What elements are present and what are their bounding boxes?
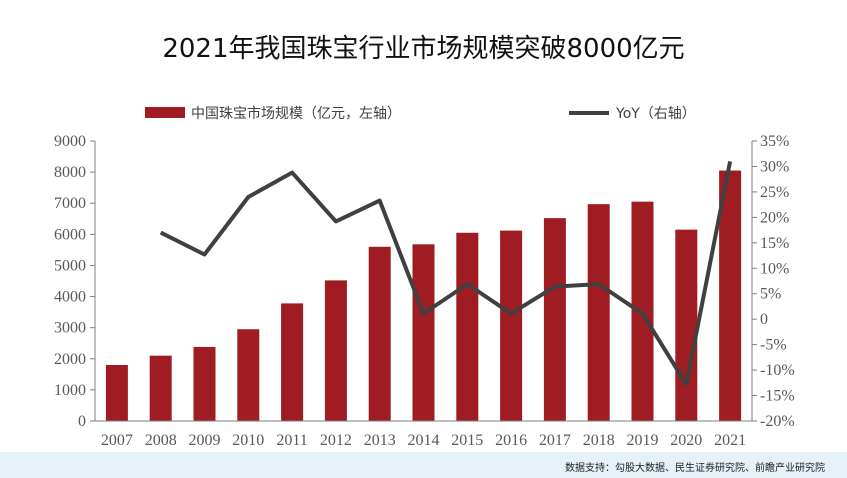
right-tick-label: -20% xyxy=(760,413,795,430)
legend-label-line: YoY（右轴） xyxy=(615,106,696,122)
x-tick-label: 2009 xyxy=(189,432,221,449)
left-tick-label: 9000 xyxy=(54,133,86,150)
x-tick-label: 2014 xyxy=(408,432,440,449)
bar xyxy=(412,244,435,421)
axis-lines xyxy=(94,141,753,422)
chart-title: 2021年我国珠宝行业市场规模突破8000亿元 xyxy=(162,34,685,64)
x-tick-label: 2007 xyxy=(101,432,133,449)
x-tick-label: 2021 xyxy=(714,432,746,449)
footer-band xyxy=(0,452,847,478)
legend: 中国珠宝市场规模（亿元，左轴） YoY（右轴） xyxy=(145,105,696,122)
bar xyxy=(193,346,216,421)
x-tick-label: 2018 xyxy=(583,432,615,449)
left-tick-label: 7000 xyxy=(54,195,86,212)
bar-series xyxy=(105,170,742,421)
bar xyxy=(281,303,304,421)
right-axis: -20% -15% -10% -5% 0 5% 10% 15% 20% 25% 30% 35% xyxy=(752,133,795,430)
left-tick-label: 2000 xyxy=(54,351,86,368)
left-tick-label: 0 xyxy=(78,413,86,430)
x-tick-label: 2012 xyxy=(320,432,352,449)
legend-swatch-bar xyxy=(145,107,185,118)
bar xyxy=(675,229,698,421)
x-tick-label: 2020 xyxy=(670,432,702,449)
x-tick-label: 2017 xyxy=(539,432,571,449)
x-tick-label: 2010 xyxy=(232,432,264,449)
bar xyxy=(149,355,172,421)
right-tick-label: 15% xyxy=(760,235,789,252)
left-axis: 0 1000 2000 3000 4000 5000 6000 7000 8000 9000 xyxy=(54,133,95,430)
right-tick-label: 20% xyxy=(760,209,789,226)
line-series xyxy=(159,161,733,387)
x-tick-label: 2008 xyxy=(145,432,177,449)
bar xyxy=(324,280,347,421)
x-tick-label: 2015 xyxy=(451,432,483,449)
right-tick-label: -5% xyxy=(760,337,787,354)
left-tick-label: 6000 xyxy=(54,226,86,243)
left-tick-label: 8000 xyxy=(54,164,86,181)
x-tick-label: 2013 xyxy=(364,432,396,449)
bar xyxy=(543,218,566,421)
x-tick-label: 2011 xyxy=(276,432,307,449)
right-tick-label: 30% xyxy=(760,158,789,175)
right-tick-label: 10% xyxy=(760,260,789,277)
right-tick-label: 0 xyxy=(760,311,768,328)
left-tick-label: 4000 xyxy=(54,289,86,306)
bar xyxy=(587,204,610,421)
left-tick-label: 3000 xyxy=(54,320,86,337)
yoy-line xyxy=(159,161,733,387)
right-tick-label: -10% xyxy=(760,362,795,379)
bar xyxy=(368,246,391,421)
right-tick-label: -15% xyxy=(760,388,795,405)
bar xyxy=(719,170,742,421)
bar xyxy=(456,232,479,421)
right-tick-label: 35% xyxy=(760,133,789,150)
left-tick-label: 1000 xyxy=(54,382,86,399)
x-axis: 2007 2008 2009 2010 2011 2012 2013 2014 2015 2016… xyxy=(101,432,746,449)
legend-label-bar: 中国珠宝市场规模（亿元，左轴） xyxy=(191,105,401,122)
x-tick-label: 2019 xyxy=(627,432,659,449)
bar xyxy=(237,329,260,421)
source-note: 数据支持：勾股大数据、民生证券研究院、前瞻产业研究院 xyxy=(565,463,825,474)
left-tick-label: 5000 xyxy=(54,257,86,274)
bar xyxy=(500,230,523,421)
x-tick-label: 2016 xyxy=(495,432,527,449)
right-tick-label: 5% xyxy=(760,286,781,303)
right-tick-label: 25% xyxy=(760,184,789,201)
bar xyxy=(105,365,128,421)
